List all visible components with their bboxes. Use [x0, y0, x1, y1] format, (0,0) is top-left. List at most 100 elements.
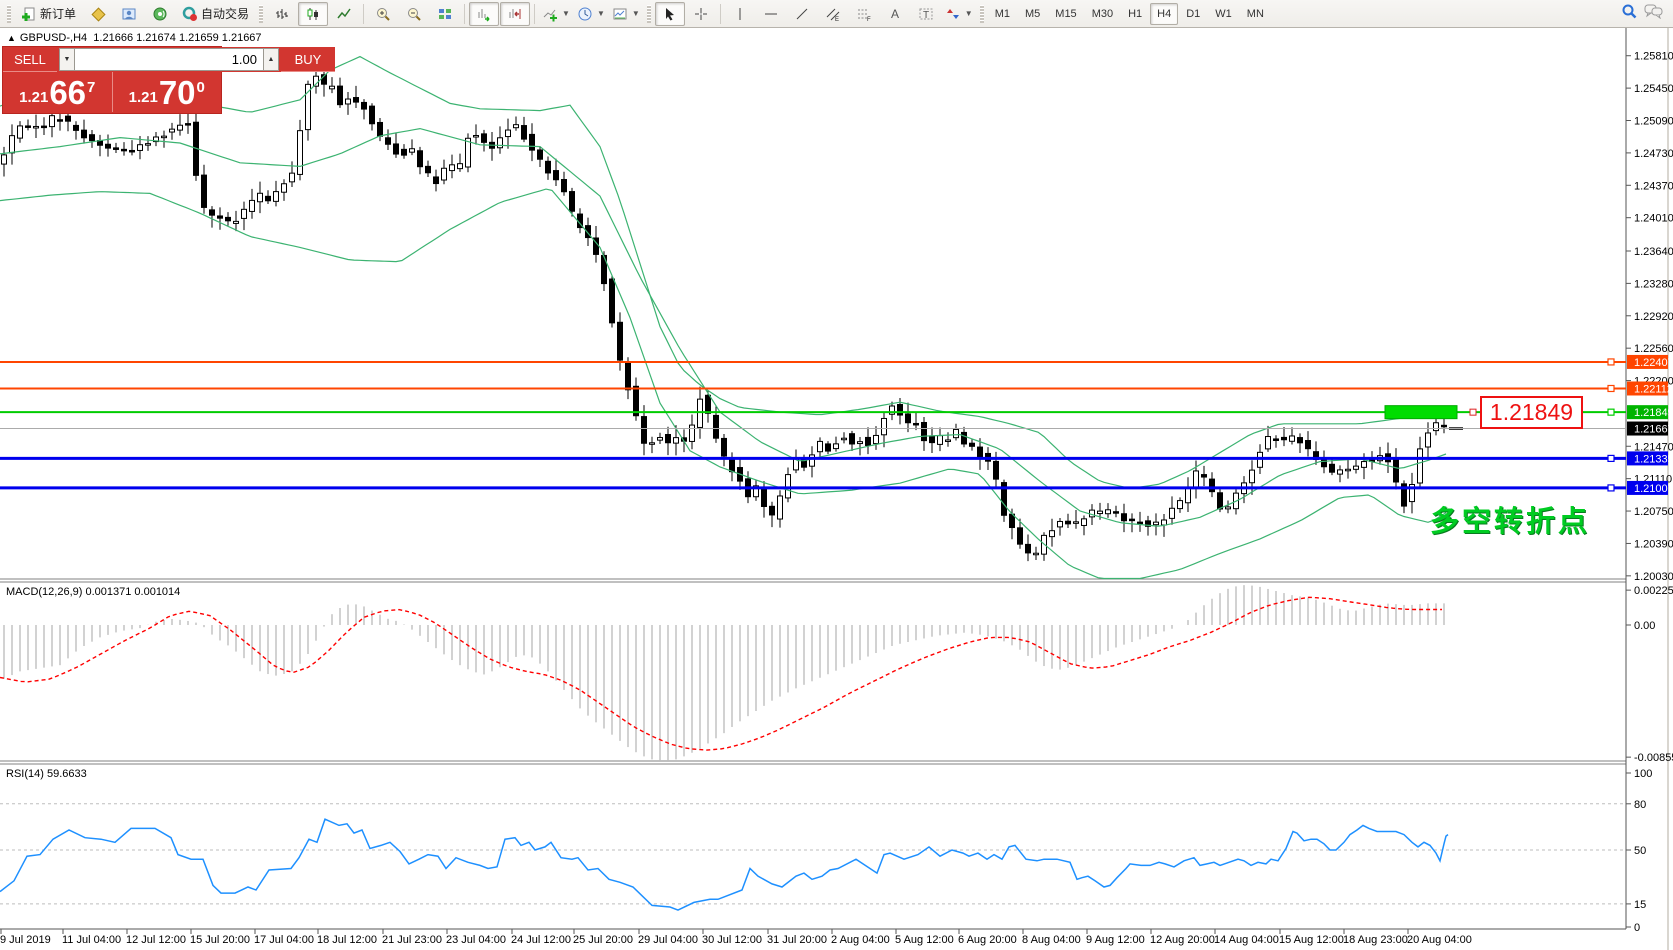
svg-text:1.21335: 1.21335: [1634, 453, 1673, 465]
svg-text:1.25450: 1.25450: [1634, 83, 1673, 95]
panel-collapse-icon[interactable]: ▲: [7, 33, 16, 43]
text-label-button[interactable]: T: [911, 2, 941, 26]
svg-text:F: F: [867, 17, 871, 22]
rsi-pane[interactable]: 100 80 50 15 0: [0, 768, 1652, 934]
macd-pane[interactable]: 0.002256 0.00 -0.008553: [0, 585, 1673, 764]
hline-objects[interactable]: [0, 358, 1626, 492]
chat-icon[interactable]: [1644, 3, 1663, 24]
ohlc-high: 1.21674: [136, 32, 176, 44]
periods-button[interactable]: ▼: [574, 2, 608, 26]
svg-text:0.002256: 0.002256: [1634, 585, 1673, 597]
crosshair-button[interactable]: [686, 2, 716, 26]
toolbar-grip[interactable]: [979, 4, 984, 23]
svg-text:1.22560: 1.22560: [1634, 343, 1673, 355]
timeframe-M30[interactable]: M30: [1091, 7, 1114, 20]
svg-text:1.25090: 1.25090: [1634, 116, 1673, 128]
sell-button[interactable]: SELL: [3, 47, 57, 72]
candlestick-chart-button[interactable]: [298, 1, 329, 26]
new-order-label: 新订单: [40, 7, 77, 21]
toolbar-grip[interactable]: [259, 4, 264, 23]
trendline-button[interactable]: [787, 2, 817, 26]
svg-text:25 Jul 20:00: 25 Jul 20:00: [573, 934, 633, 946]
signals-button[interactable]: [145, 2, 175, 26]
timeframe-H1[interactable]: H1: [1128, 7, 1143, 20]
buy-button[interactable]: BUY: [281, 47, 335, 72]
cursor-button[interactable]: [654, 1, 685, 26]
chart-shift-button[interactable]: [500, 1, 531, 26]
zone-rect-object[interactable]: [1384, 405, 1458, 420]
quotes-button[interactable]: [83, 2, 113, 26]
svg-text:11 Jul 04:00: 11 Jul 04:00: [62, 934, 121, 946]
svg-text:23 Jul 04:00: 23 Jul 04:00: [446, 934, 506, 946]
svg-text:T: T: [923, 10, 929, 21]
fibonacci-button[interactable]: F: [849, 2, 879, 26]
toolbar: 新订单 自动交易: [0, 0, 1673, 28]
bar-chart-button[interactable]: [267, 2, 297, 26]
timeframe-M1[interactable]: M1: [994, 7, 1010, 20]
autotrading-button[interactable]: 自动交易: [176, 2, 255, 26]
volume-down-button[interactable]: ▼: [59, 48, 75, 71]
svg-text:14 Aug 04:00: 14 Aug 04:00: [1214, 934, 1279, 946]
zoom-out-button[interactable]: [399, 2, 429, 26]
toolbar-grip[interactable]: [7, 4, 11, 23]
new-order-button[interactable]: 新订单: [15, 2, 82, 26]
chart-symbol: GBPUSD-,H4: [19, 32, 88, 44]
timeframe-MN[interactable]: MN: [1246, 7, 1264, 20]
axis-price-label: 1.21667: [1627, 421, 1673, 436]
svg-text:0: 0: [1634, 922, 1640, 934]
templates-button[interactable]: ▼: [609, 2, 643, 26]
volume-input[interactable]: [75, 48, 263, 71]
svg-text:1.25810: 1.25810: [1634, 51, 1673, 63]
vertical-line-button[interactable]: [725, 2, 755, 26]
timeframe-M15[interactable]: M15: [1055, 7, 1077, 20]
line-chart-button[interactable]: [329, 2, 359, 26]
axis-price-label: 1.21007: [1627, 480, 1673, 495]
date-axis: 9 Jul 2019 11 Jul 04:00 12 Jul 12:00 15 Jul…: [0, 929, 1472, 946]
toolbar-separator: [464, 3, 466, 24]
svg-text:80: 80: [1634, 799, 1646, 811]
tile-windows-button[interactable]: [430, 2, 460, 26]
buy-price[interactable]: 1.21 70 0: [128, 74, 205, 111]
autotrading-icon: [182, 6, 198, 22]
volume-up-button[interactable]: ▲: [263, 48, 279, 71]
axis-price-label: 1.22112: [1627, 381, 1673, 396]
price-callout-object[interactable]: 1.21849: [1480, 396, 1583, 429]
svg-text:1.22407: 1.22407: [1634, 357, 1673, 369]
ohlc-open: 1.21666: [93, 32, 134, 44]
toolbar-grip[interactable]: [646, 4, 651, 23]
svg-text:1.24010: 1.24010: [1634, 213, 1673, 225]
svg-text:1.21849: 1.21849: [1634, 407, 1673, 419]
svg-text:50: 50: [1634, 845, 1646, 857]
chevron-down-icon: ▼: [562, 9, 570, 18]
tester-button[interactable]: [114, 2, 144, 26]
svg-text:24 Jul 12:00: 24 Jul 12:00: [511, 934, 571, 946]
horizontal-line-button[interactable]: [756, 2, 786, 26]
svg-text:30 Jul 12:00: 30 Jul 12:00: [702, 934, 762, 946]
macd-label: MACD(12,26,9) 0.001371 0.001014: [6, 586, 181, 598]
equidistant-channel-button[interactable]: E: [818, 2, 848, 26]
svg-text:6 Aug 20:00: 6 Aug 20:00: [958, 934, 1017, 946]
svg-text:9 Jul 2019: 9 Jul 2019: [0, 934, 51, 946]
auto-scroll-button[interactable]: [469, 1, 500, 26]
svg-text:E: E: [835, 17, 839, 22]
svg-text:1.22112: 1.22112: [1634, 383, 1673, 395]
timeframe-D1[interactable]: D1: [1186, 7, 1201, 20]
indicators-button[interactable]: ▼: [539, 2, 573, 26]
rsi-label: RSI(14) 59.6633: [6, 768, 87, 780]
new-order-icon: [21, 6, 37, 22]
svg-text:-0.008553: -0.008553: [1634, 752, 1673, 764]
sell-price[interactable]: 1.21 66 7: [3, 72, 113, 112]
timeframe-W1[interactable]: W1: [1215, 7, 1232, 20]
text-button[interactable]: A: [880, 2, 910, 26]
svg-text:5 Aug 12:00: 5 Aug 12:00: [895, 934, 954, 946]
svg-text:15 Aug 12:00: 15 Aug 12:00: [1279, 934, 1344, 946]
arrows-button[interactable]: ▼: [942, 2, 976, 26]
svg-text:1.20750: 1.20750: [1634, 506, 1673, 518]
timeframe-M5[interactable]: M5: [1025, 7, 1041, 20]
timeframe-H4[interactable]: H4: [1150, 2, 1179, 25]
zoom-in-button[interactable]: [368, 2, 398, 26]
search-icon[interactable]: [1621, 3, 1638, 25]
annotation-text-object[interactable]: 多空转折点: [1430, 506, 1591, 538]
